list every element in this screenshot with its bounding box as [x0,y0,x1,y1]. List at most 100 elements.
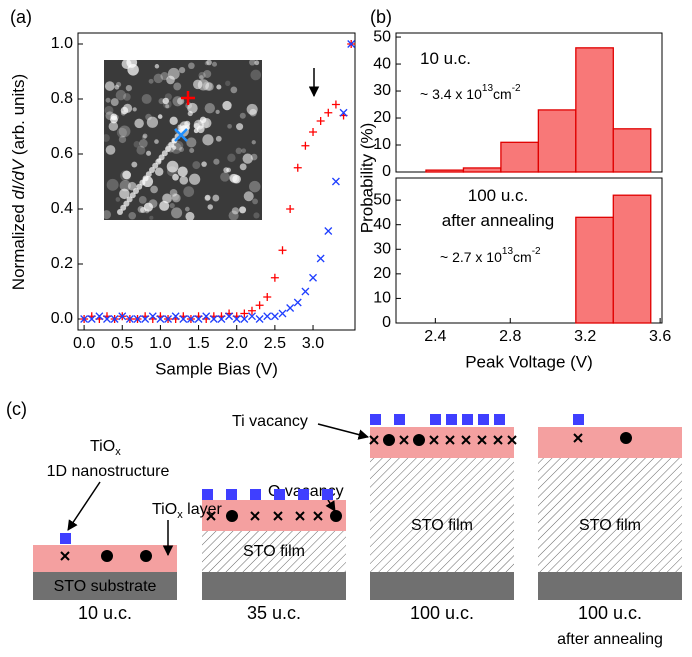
texture-blob [122,170,131,180]
o-vacancy [413,434,425,446]
ti-vacancy [369,435,379,445]
texture-blob [172,96,183,107]
plot-frame [395,177,663,324]
ti-vacancy [273,511,283,521]
caption: 35 u.c. [247,603,301,623]
texture-blob [154,167,164,177]
y-axis-label-part: (arb. units) [9,74,28,160]
histogram-bar [537,109,577,173]
data-point [164,315,173,323]
histogram-bar [462,167,502,173]
texture-blob [160,72,169,81]
texture-blob [193,79,203,90]
texture-blob [250,69,262,81]
nanostructure-block [298,489,309,500]
tiox-layer [202,500,346,531]
texture-blob [105,111,115,120]
ti-vacancy [445,435,455,445]
texture-blob [139,139,148,148]
y-tick-label: 0.6 [51,145,73,162]
texture-blob [198,118,209,130]
data-point [309,128,318,136]
data-point [209,315,218,323]
texture-blob [199,75,204,80]
data-point [232,315,241,323]
texture-blob [246,103,258,115]
data-point [293,298,302,307]
annotation-text: 100 u.c. [468,186,529,205]
histogram-bar [425,169,465,173]
texture-blob [168,141,175,148]
nanostructure-block [60,533,71,544]
x-tick-label: 0.0 [73,335,95,352]
panel-label: (b) [370,7,392,27]
texture-blob [116,127,127,138]
ti-vacancy [313,511,323,521]
sto-film [538,458,682,572]
texture-blob [178,67,186,74]
data-point [248,312,256,321]
data-point [225,312,234,321]
texture-blob [202,134,214,146]
texture-blob [188,173,201,185]
sto-film [370,458,514,572]
ti-vacancy [206,511,216,521]
data-point [156,315,165,323]
data-point [301,141,310,150]
texture-blob [105,97,111,103]
texture-blob [141,135,147,140]
ti-vacancy [399,435,409,445]
subscript: x [177,509,183,521]
layer-label: STO film [579,517,641,534]
y-tick-label: 0.2 [51,255,73,272]
texture-blob [197,79,210,91]
texture-blob [127,181,137,191]
ti-vacancy [573,433,583,443]
x-tick-label: 2.8 [499,328,521,345]
texture-blob [212,194,220,202]
annotation-text: ~ 3.4 x 10 [420,86,482,102]
texture-blob [162,193,172,204]
y-tick-label: 10 [373,136,391,153]
texture-blob [225,80,231,86]
texture-blob [145,171,152,178]
texture-blob [236,123,244,131]
data-point [110,315,119,323]
texture-blob [220,172,230,182]
texture-blob [133,141,141,148]
texture-blob [204,195,211,202]
tiox-layer [538,427,682,458]
data-point [316,117,325,125]
texture-blob [158,154,165,161]
data-point [255,315,264,323]
texture-blob [177,97,185,105]
texture-blob [118,125,131,138]
texture-blob [173,82,182,91]
texture-blob [188,62,195,70]
substrate [33,572,177,600]
layer-label: STO film [243,543,305,560]
panel-label: (c) [6,399,27,419]
nanostructure-block [274,489,285,500]
stm-inset-image [102,57,262,221]
ti-vacancy [493,435,503,445]
data-point [179,315,188,323]
data-point [87,315,96,323]
data-point [202,312,211,321]
ti-vacancy [507,435,517,445]
substrate [202,572,346,600]
data-point [309,273,317,282]
marker-icon [174,128,188,142]
texture-blob [199,116,207,124]
y-tick-label: 30 [373,82,391,99]
texture-blob [121,59,132,69]
data-point [80,315,89,323]
texture-blob [114,84,120,90]
data-point [278,309,287,318]
texture-blob [153,73,164,84]
texture-blob [171,207,183,219]
x-tick-label: 3.2 [574,328,596,345]
data-point [331,177,340,186]
x-tick-label: 1.5 [187,335,209,352]
texture-blob [213,158,220,165]
